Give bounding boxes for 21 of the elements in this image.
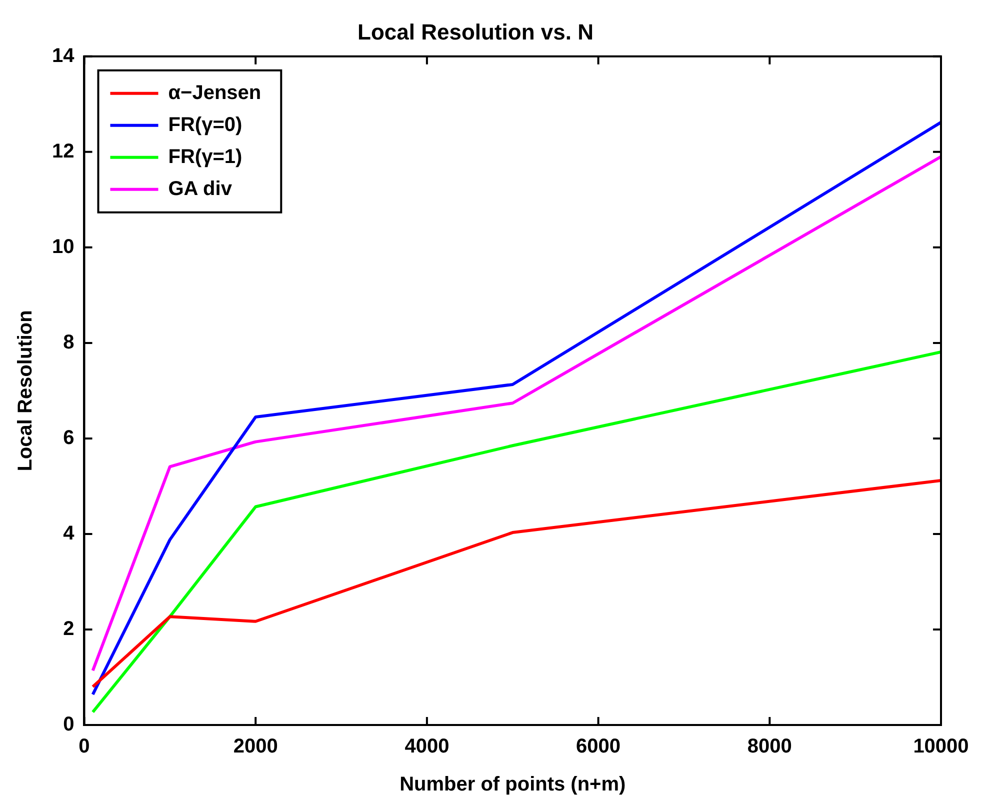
y-tick-label: 6 — [63, 426, 74, 449]
x-tick-label: 2000 — [233, 736, 278, 758]
x-tick-label: 8000 — [747, 736, 792, 758]
x-tick-label: 6000 — [576, 736, 621, 758]
legend-label: GA div — [168, 178, 233, 200]
y-tick-label: 10 — [52, 236, 74, 258]
y-axis-title: Local Resolution — [14, 310, 37, 472]
x-axis-title: Number of points (n+m) — [400, 774, 626, 796]
y-tick-label: 0 — [63, 714, 74, 736]
y-tick-label: 12 — [52, 140, 74, 162]
legend-label: α−Jensen — [168, 82, 262, 104]
x-tick-label: 0 — [78, 736, 90, 758]
y-tick-label: 2 — [63, 618, 74, 640]
legend-label: FR(γ=1) — [168, 146, 242, 168]
x-tick-label: 4000 — [404, 736, 450, 758]
legend-label: FR(γ=0) — [168, 114, 242, 136]
y-tick-label: 14 — [52, 44, 76, 67]
chart-title: Local Resolution vs. N — [358, 19, 594, 44]
y-tick-label: 4 — [63, 522, 76, 544]
y-tick-label: 8 — [63, 331, 74, 354]
x-tick-label: 10000 — [913, 736, 969, 758]
